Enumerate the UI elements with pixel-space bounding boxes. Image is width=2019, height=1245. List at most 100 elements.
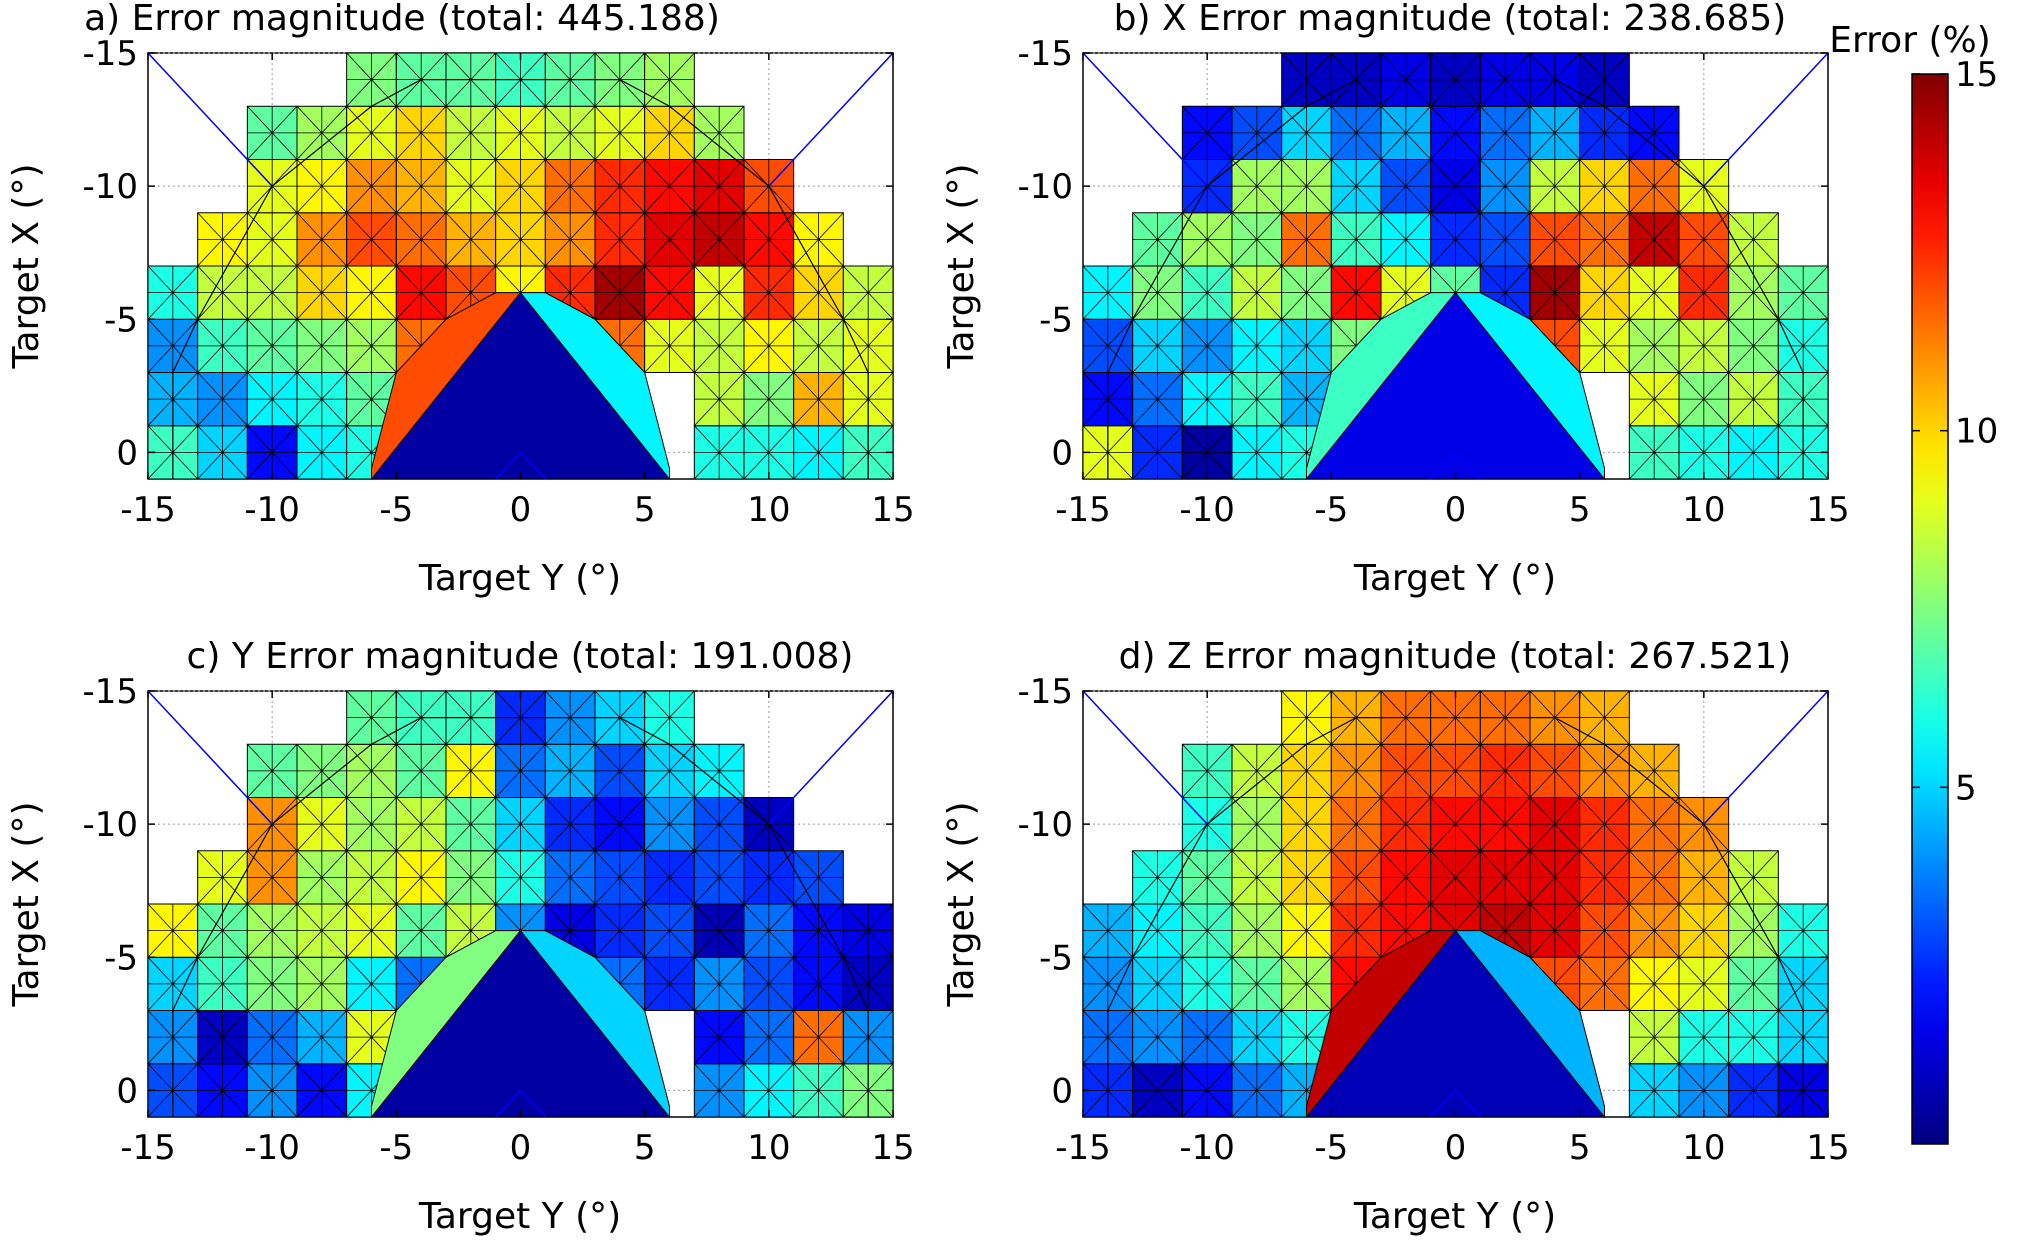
heatmap-cell-mesh [1480, 212, 1531, 267]
guide-line [1082, 52, 1208, 187]
heatmap-cell-mesh [1778, 318, 1829, 373]
heatmap-cell-mesh [1629, 105, 1680, 160]
y-tick-label: -15 [82, 34, 138, 74]
y-tick-label: -10 [82, 805, 138, 845]
panel-d-xlabel: Target Y (°) [1353, 1196, 1556, 1237]
heatmap-cell-mesh [1231, 372, 1282, 427]
heatmap-cell-mesh [1182, 425, 1233, 480]
heatmap-cell-mesh [644, 105, 695, 160]
panel-c-yticks: -15 -10 -5 0 [82, 672, 893, 1111]
heatmap-cell-mesh [594, 850, 645, 905]
heatmap-cell-mesh [694, 318, 745, 373]
x-tick-label: 0 [1445, 1128, 1467, 1168]
heatmap-cell-mesh [346, 1063, 397, 1118]
panel-b-title: b) X Error magnitude (total: 238.685) [1114, 0, 1787, 39]
heatmap-cell-mesh [495, 212, 546, 267]
heatmap-cell-mesh [1281, 743, 1332, 798]
heatmap-cell-mesh [1579, 318, 1630, 373]
heatmap-cell-mesh [1281, 425, 1332, 480]
heatmap-cell-mesh [644, 903, 695, 958]
heatmap-cell-mesh [1082, 265, 1133, 320]
y-tick-label: 0 [1051, 1071, 1073, 1111]
heatmap-cell-mesh [1430, 797, 1481, 852]
heatmap-cell-mesh [1480, 105, 1531, 160]
heatmap-cell-mesh [793, 903, 844, 958]
heatmap-cell-mesh [296, 956, 347, 1011]
panel-a: a) Error magnitude (total: 445.188) -15-… [6, 0, 915, 599]
heatmap-cell-mesh [1678, 265, 1729, 320]
y-tick-label: 0 [116, 1071, 138, 1111]
guide-line [768, 690, 894, 825]
heatmap-cell-mesh [1281, 52, 1332, 107]
heatmap-cell-mesh [1231, 105, 1282, 160]
heatmap-cell-mesh [743, 1010, 794, 1065]
heatmap-cell-mesh [793, 850, 844, 905]
panel-c-xlabel: Target Y (°) [418, 1196, 621, 1237]
heatmap-cell-mesh [1629, 1063, 1680, 1118]
heatmap-cell-mesh [1728, 1010, 1779, 1065]
heatmap-cell-mesh [495, 797, 546, 852]
heatmap-cell-mesh [793, 956, 844, 1011]
heatmap-cell-mesh [1629, 903, 1680, 958]
heatmap-cell-mesh [1529, 159, 1580, 214]
heatmap-cell-mesh [694, 1063, 745, 1118]
x-tick-label: 5 [1569, 490, 1591, 530]
heatmap-cell-mesh [793, 318, 844, 373]
heatmap-cell-mesh [644, 850, 695, 905]
heatmap-cell-mesh [396, 903, 447, 958]
heatmap-cell-mesh [296, 425, 347, 480]
heatmap-cell-mesh [247, 372, 298, 427]
guide-line [495, 451, 522, 480]
x-tick-label: -10 [1179, 490, 1235, 530]
heatmap-cell-mesh [296, 212, 347, 267]
heatmap-cell-mesh [1529, 903, 1580, 958]
guide-line [1430, 451, 1457, 480]
colorbar-label: Error (%) [1829, 20, 1991, 61]
heatmap-cell-mesh [1132, 1010, 1183, 1065]
colorbar-bar [1911, 73, 1949, 1145]
heatmap-cell-mesh [1579, 159, 1630, 214]
heatmap-cell-mesh [1132, 212, 1183, 267]
heatmap-cell-mesh [743, 265, 794, 320]
heatmap-cell-mesh [1579, 850, 1630, 905]
heatmap-cell-mesh [1579, 903, 1630, 958]
heatmap-cell-mesh [1529, 212, 1580, 267]
heatmap-cell-mesh [1182, 212, 1233, 267]
heatmap-cell-mesh [296, 743, 347, 798]
heatmap-cell-mesh [1182, 903, 1233, 958]
heatmap-cell-mesh [1629, 1010, 1680, 1065]
heatmap-cell-mesh [296, 1063, 347, 1118]
heatmap-cell-mesh [1678, 956, 1729, 1011]
heatmap-cell-mesh [1380, 797, 1431, 852]
heatmap-cell-mesh [495, 159, 546, 214]
x-tick-label: 5 [634, 490, 656, 530]
heatmap-cell-mesh [1579, 690, 1630, 745]
heatmap-cell-mesh [197, 318, 248, 373]
guide-line [1454, 1089, 1481, 1118]
heatmap-cell-mesh [396, 797, 447, 852]
panel-d-yticks: -15 -10 -5 0 [1017, 672, 1828, 1111]
heatmap-cell-mesh [445, 265, 496, 320]
heatmap-cell-mesh [346, 956, 397, 1011]
heatmap-cell-mesh [197, 850, 248, 905]
heatmap-cell-mesh [197, 372, 248, 427]
heatmap-cell-mesh [843, 956, 894, 1011]
panel-c-title: c) Y Error magnitude (total: 191.008) [187, 636, 854, 677]
heatmap-cell-mesh [743, 956, 794, 1011]
heatmap-cell-mesh [1132, 318, 1183, 373]
heatmap-cell-mesh [793, 372, 844, 427]
heatmap-cell-mesh [1231, 797, 1282, 852]
heatmap-cell-mesh [743, 850, 794, 905]
heatmap-cell-mesh [147, 956, 198, 1011]
heatmap-cell-mesh [1529, 265, 1580, 320]
region-outline [172, 717, 869, 1117]
guide-line [1454, 451, 1481, 480]
heatmap-cell-mesh [1380, 265, 1431, 320]
heatmap-cell-mesh [1579, 52, 1630, 107]
heatmap-cell-mesh [396, 159, 447, 214]
heatmap-cell-mesh [1629, 425, 1680, 480]
heatmap-cell-mesh [1331, 159, 1382, 214]
heatmap-cell-mesh [396, 265, 447, 320]
heatmap-cell-mesh [1430, 850, 1481, 905]
heatmap-cell-mesh [1480, 265, 1531, 320]
